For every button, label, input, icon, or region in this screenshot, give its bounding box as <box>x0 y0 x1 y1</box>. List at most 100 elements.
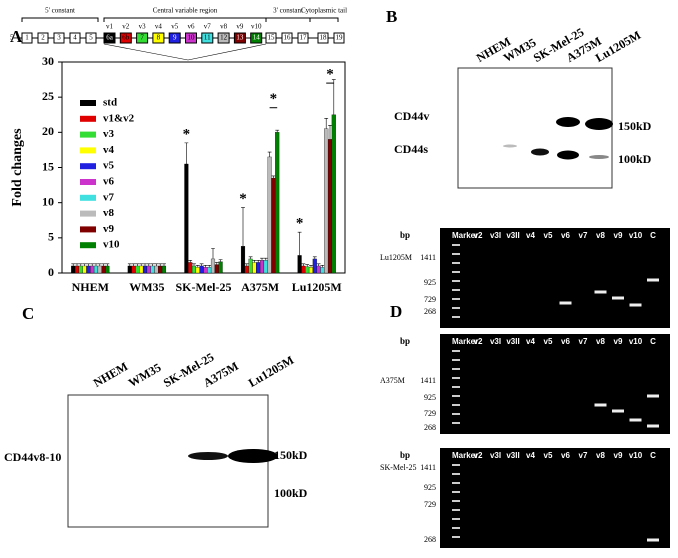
error-bar <box>162 263 166 266</box>
gel-band <box>647 538 659 542</box>
legend-swatch <box>80 163 96 170</box>
bar <box>305 266 310 274</box>
gel-lane-label: v5 <box>544 231 553 240</box>
variant-label: v8 <box>220 23 228 31</box>
gel-lane-label: v6 <box>561 231 570 240</box>
error-bar <box>275 129 280 133</box>
error-bar <box>309 264 313 268</box>
bar <box>210 258 216 274</box>
gel-lane-label: Marker <box>452 337 478 346</box>
bar <box>188 262 193 274</box>
error-bar <box>86 263 91 266</box>
bar <box>244 265 249 274</box>
bar <box>203 267 208 274</box>
exon-label: 15 <box>268 34 276 42</box>
bar <box>127 265 132 274</box>
y-tick-label: 10 <box>42 194 54 208</box>
significance-star: * <box>270 91 278 107</box>
gel-lane-label: Marker <box>452 451 478 460</box>
bar <box>101 265 106 274</box>
bar <box>256 262 261 274</box>
unit-label: bp <box>400 336 410 346</box>
legend-label: v5 <box>103 160 115 172</box>
bar <box>214 264 219 274</box>
error-bar <box>146 263 151 266</box>
bar <box>150 265 155 274</box>
error-bar <box>328 125 332 140</box>
gel-lane-label: v10 <box>629 451 643 460</box>
size-label: 925 <box>424 393 436 402</box>
ladder-band <box>452 518 460 520</box>
ladder-band <box>452 350 460 352</box>
blot-band <box>557 150 579 160</box>
error-bar <box>143 263 147 266</box>
size-label: 100kD <box>274 486 308 500</box>
y-tick-label: 20 <box>42 124 54 138</box>
error-bar <box>305 264 310 267</box>
gel-band <box>629 303 642 307</box>
ladder-band <box>452 422 460 424</box>
variant-label: v2 <box>122 23 130 31</box>
significance-star: * <box>183 126 191 142</box>
ladder-band <box>452 289 460 291</box>
exon-label: 8 <box>157 34 161 42</box>
gel-lane-label: v2 <box>474 451 483 460</box>
gel-lane-label: v2 <box>474 337 483 346</box>
error-bar <box>195 264 200 268</box>
bar <box>275 132 280 274</box>
y-tick-label: 25 <box>42 89 54 103</box>
gel-lane-label: v5 <box>544 451 553 460</box>
gel-lane-label: v9 <box>614 451 623 460</box>
bar <box>146 265 151 274</box>
gel-lane-label: v10 <box>629 231 643 240</box>
variant-label: v4 <box>155 23 163 31</box>
x-tick-label: A375M <box>241 280 279 294</box>
exon-label: 10 <box>188 34 196 42</box>
bar <box>248 258 253 274</box>
legend-label: v9 <box>103 223 115 235</box>
variant-label: v10 <box>251 23 262 31</box>
exon-label: 7 <box>140 34 144 42</box>
error-bar <box>188 260 193 263</box>
exon <box>297 32 309 44</box>
error-bar <box>252 260 257 263</box>
exon-label: 16 <box>284 34 292 42</box>
variant-label: v9 <box>236 23 244 31</box>
y-tick-label: 15 <box>42 159 54 173</box>
gel-band <box>647 424 659 428</box>
y-axis-title: Fold changes <box>10 128 25 207</box>
size-label: 729 <box>424 295 436 304</box>
bar <box>135 265 140 274</box>
bar <box>97 265 102 274</box>
bar <box>267 156 272 274</box>
error-bar <box>192 263 196 266</box>
exon-label: 12 <box>220 34 228 42</box>
blot-band <box>585 118 613 130</box>
region-label: Cytoplasmic tail <box>301 7 347 15</box>
legend-swatch <box>80 242 96 249</box>
bar <box>142 265 148 274</box>
ladder-band <box>452 491 460 493</box>
ladder-band <box>452 473 460 475</box>
bar <box>158 265 163 274</box>
gel-lane-label: Marker <box>452 231 478 240</box>
size-label: 100kD <box>618 152 652 166</box>
error-bar <box>211 248 215 259</box>
gel-lane-label: v3I <box>490 231 501 240</box>
size-label: 729 <box>424 500 436 509</box>
size-label: 1411 <box>420 463 436 472</box>
bar <box>271 177 276 274</box>
error-bar <box>154 263 159 266</box>
size-label: 1411 <box>420 253 436 262</box>
bar <box>312 258 317 274</box>
legend-swatch <box>80 147 96 154</box>
ladder-band <box>452 509 460 511</box>
error-bar <box>131 263 136 266</box>
bar <box>105 265 110 274</box>
gel-lane-label: v3I <box>490 451 501 460</box>
bar <box>324 128 329 274</box>
error-bar <box>127 263 132 266</box>
error-bar <box>248 256 253 259</box>
region-label: 5' constant <box>45 7 75 15</box>
legend-swatch <box>80 226 96 233</box>
